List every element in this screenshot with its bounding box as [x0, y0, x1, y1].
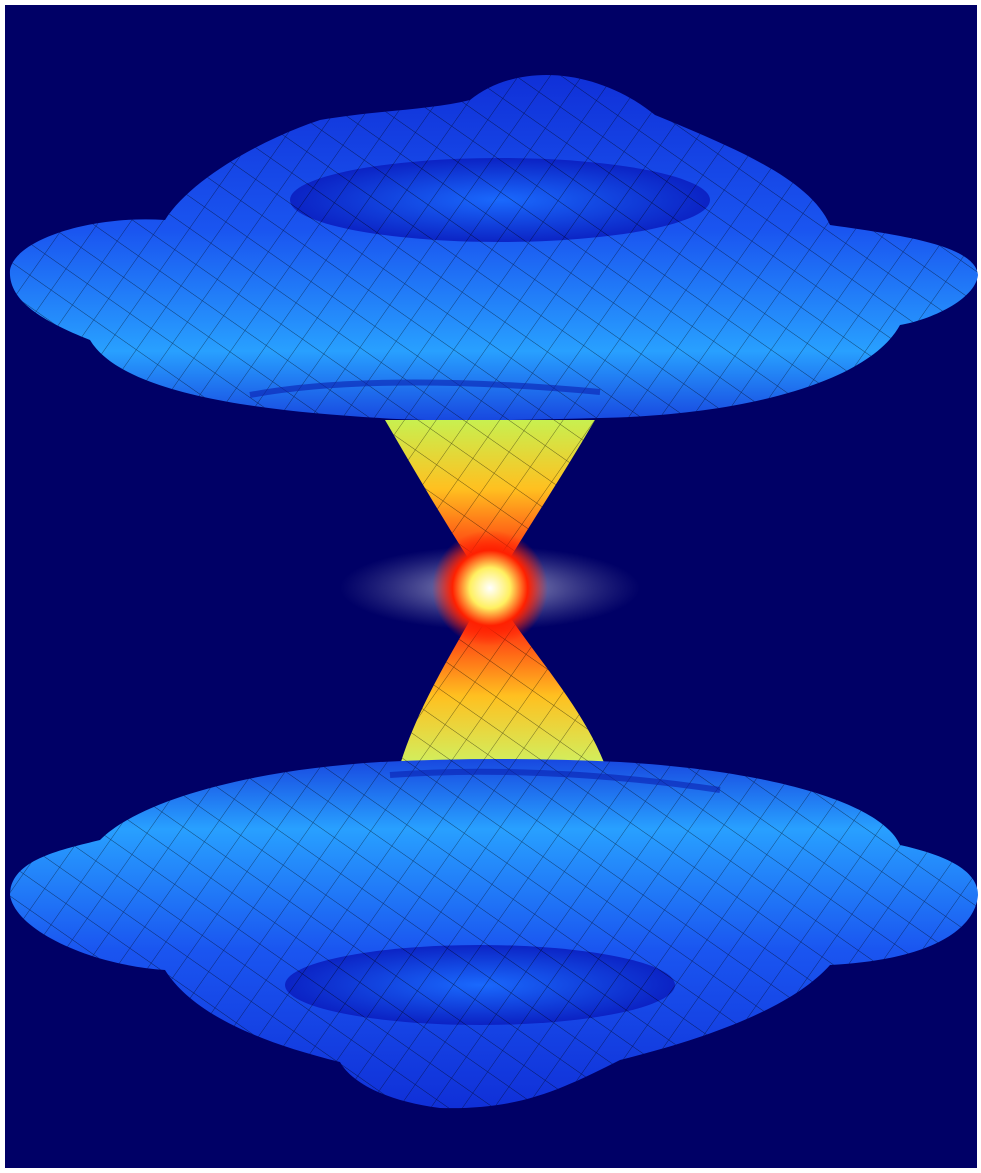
core-glow [432, 530, 548, 646]
neck [385, 420, 605, 765]
bottom-lobe [10, 759, 978, 1109]
top-lobe [9, 74, 978, 421]
